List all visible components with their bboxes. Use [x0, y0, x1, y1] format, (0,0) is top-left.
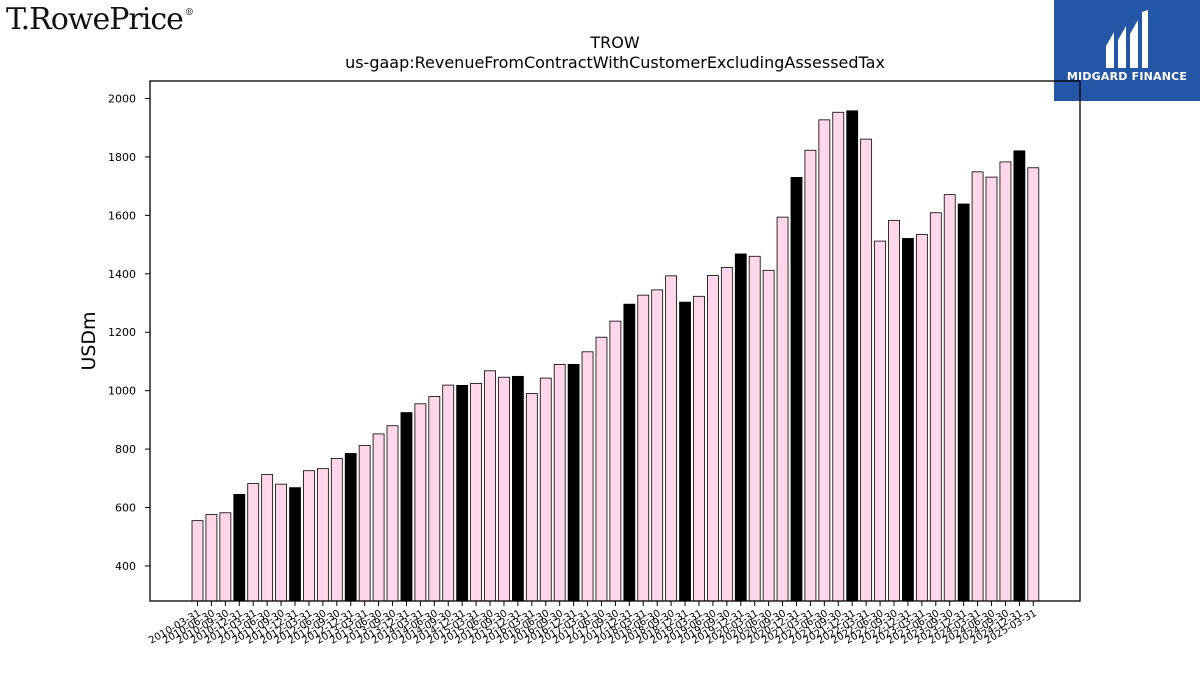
bar-2012-12-31	[344, 453, 357, 602]
y-axis: 400 600 800 1000 1200 1400 1600 1800 2000	[108, 93, 150, 573]
trow-logo-text: T.RowePrice	[6, 2, 184, 37]
bar-2019-12-31	[734, 253, 747, 602]
bar-2022-12-31	[902, 238, 914, 602]
bar-2013-12-31	[400, 412, 413, 602]
bar-2018-12-31	[679, 301, 691, 602]
bar-2017-09-30	[609, 320, 622, 602]
bar-2010-09-30	[219, 512, 232, 602]
bar-2018-06-30	[651, 289, 664, 602]
bar-2022-06-30	[874, 240, 886, 602]
bar-2010-03-31	[191, 520, 204, 602]
bar-2023-12-31	[957, 203, 970, 602]
bar-2021-12-31	[846, 110, 859, 602]
bar-2014-12-31	[456, 384, 469, 602]
bar-2015-03-31	[470, 382, 483, 602]
bar-2025-03-31	[1027, 167, 1040, 602]
bar-2014-09-30	[442, 384, 455, 602]
y-tick-label-1400: 1400	[108, 268, 136, 281]
bar-2012-06-30	[316, 468, 329, 602]
midgard-logo-text: MIDGARD FINANCE	[1066, 70, 1188, 83]
bar-2011-12-31	[289, 487, 301, 602]
bar-2013-03-31	[358, 445, 371, 602]
bar-2012-03-31	[303, 470, 315, 602]
bar-2017-03-31	[581, 351, 594, 602]
bar-2017-12-31	[623, 303, 636, 602]
bar-2016-12-31	[567, 363, 580, 602]
bar-2015-06-30	[484, 370, 496, 602]
bar-2021-06-30	[818, 119, 831, 602]
bar-2024-06-30	[985, 176, 998, 602]
y-tick-label-1800: 1800	[108, 151, 136, 164]
bar-2011-06-30	[261, 474, 274, 602]
registered-mark: ®	[184, 8, 194, 18]
bar-2015-09-30	[498, 376, 510, 602]
bar-2024-12-31	[1013, 150, 1026, 602]
chart-subtitle: us-gaap:RevenueFromContractWithCustomerE…	[345, 53, 885, 72]
bar-2020-03-31	[748, 255, 761, 602]
bar-2016-03-31	[525, 393, 538, 602]
bar-2021-09-30	[832, 111, 845, 602]
y-tick-label-1600: 1600	[108, 209, 136, 222]
bar-2019-03-31	[693, 295, 705, 602]
bar-2014-03-31	[414, 403, 427, 602]
midgard-mark-icon	[1106, 10, 1148, 68]
bar-2016-09-30	[553, 363, 566, 602]
chart-title: TROW	[589, 33, 639, 52]
y-tick-label-1000: 1000	[108, 385, 136, 398]
bar-2020-09-30	[776, 216, 789, 602]
plot-frame	[149, 80, 1081, 602]
bar-2021-03-31	[804, 149, 817, 602]
y-tick-label-2000: 2000	[108, 93, 136, 106]
bar-2010-06-30	[205, 514, 218, 602]
bar-2014-06-30	[428, 396, 441, 602]
y-tick-label-1200: 1200	[108, 326, 136, 339]
y-tick-label-600: 600	[115, 502, 136, 515]
y-tick-label-800: 800	[115, 443, 136, 456]
bars-group	[191, 110, 1040, 602]
bar-2018-09-30	[665, 275, 678, 602]
bar-2022-03-31	[860, 138, 873, 602]
y-tick-label-400: 400	[115, 560, 136, 573]
bar-2024-09-30	[999, 161, 1012, 602]
bar-2011-09-30	[275, 483, 287, 602]
trow-logo: T.RowePrice ®	[6, 2, 194, 37]
bar-2022-09-30	[888, 219, 900, 602]
bar-2015-12-31	[511, 375, 524, 602]
x-axis: 2010-03-312010-06-302010-09-302010-12-31…	[147, 601, 1039, 647]
bar-2013-06-30	[372, 433, 385, 602]
bar-2011-03-31	[247, 483, 260, 602]
bar-2012-09-30	[330, 458, 343, 602]
bar-2016-06-30	[539, 377, 552, 602]
bar-2018-03-31	[637, 294, 650, 602]
bar-2020-06-30	[762, 269, 775, 602]
bar-2019-09-30	[720, 266, 733, 602]
bar-2010-12-31	[233, 493, 246, 602]
bar-2020-12-31	[790, 176, 803, 602]
bar-2019-06-30	[707, 275, 719, 602]
midgard-logo: MIDGARD FINANCE	[1054, 0, 1200, 101]
bar-2023-03-31	[915, 233, 928, 602]
bar-2017-06-30	[595, 336, 608, 602]
bar-2023-06-30	[929, 212, 942, 602]
bar-2024-03-31	[971, 171, 984, 602]
bar-2013-09-30	[386, 425, 399, 602]
y-axis-label: USDm	[78, 311, 100, 370]
bar-2023-09-30	[943, 194, 956, 602]
